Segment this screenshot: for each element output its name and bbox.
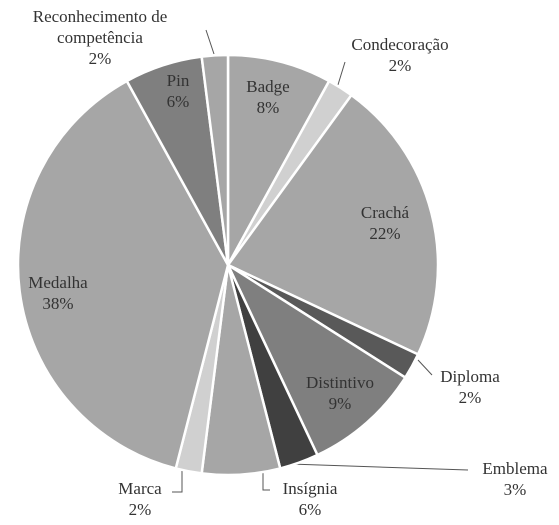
category-label: Crachá <box>360 203 410 222</box>
leader-line <box>336 61 346 89</box>
slice-label: Medalha 38% <box>8 272 108 314</box>
leader-line <box>262 472 270 491</box>
slice-label: Pin 6% <box>148 70 208 112</box>
value-label: 2% <box>388 56 412 75</box>
category-label: Marca <box>118 479 162 498</box>
leader-line <box>172 470 183 493</box>
slice-label: Marca 2% <box>100 478 180 520</box>
category-label: Emblema <box>482 459 548 478</box>
category-label: Distintivo <box>305 373 374 392</box>
slice-label: Diploma 2% <box>420 366 520 408</box>
slice-label: Reconhecimento de competência 2% <box>15 6 185 69</box>
value-label: 38% <box>42 294 74 313</box>
category-label: Badge <box>246 77 290 96</box>
slice-label: Insígnia 6% <box>260 478 360 520</box>
value-label: 6% <box>166 92 190 111</box>
category-label: Diploma <box>440 367 500 386</box>
value-label: 3% <box>503 480 527 499</box>
category-label: Condecoração <box>351 35 449 54</box>
value-label: 2% <box>128 500 152 519</box>
value-label: 9% <box>328 394 352 413</box>
value-label: 6% <box>298 500 322 519</box>
leader-line <box>205 29 215 55</box>
category-label: Reconhecimento de competência <box>32 7 168 47</box>
slice-label: Crachá 22% <box>345 202 425 244</box>
slice-label: Emblema 3% <box>465 458 559 500</box>
category-label: Insígnia <box>282 479 338 498</box>
value-label: 2% <box>458 388 482 407</box>
leader-line <box>289 463 469 471</box>
category-label: Medalha <box>28 273 88 292</box>
category-label: Pin <box>166 71 190 90</box>
slice-label: Condecoração 2% <box>330 34 470 76</box>
leaders <box>172 29 469 493</box>
slice-label: Badge 8% <box>228 76 308 118</box>
value-label: 22% <box>369 224 401 243</box>
value-label: 8% <box>256 98 280 117</box>
pie-slice <box>200 53 230 266</box>
pie-slice <box>226 53 331 266</box>
pie-slice <box>16 79 230 470</box>
leader-line <box>417 359 433 376</box>
slice-label: Distintivo 9% <box>290 372 390 414</box>
value-label: 2% <box>88 49 112 68</box>
pie-slice <box>225 261 408 457</box>
